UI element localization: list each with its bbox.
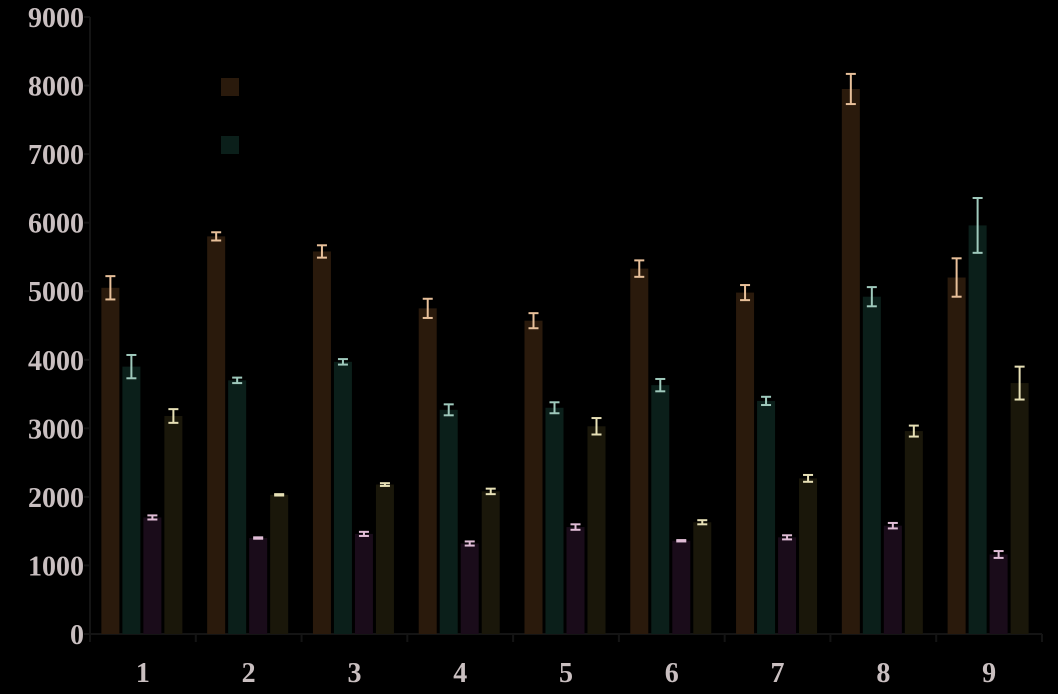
y-tick-label: 6000 [28,209,84,240]
bar [207,236,226,634]
bar [566,527,585,634]
bar [672,540,691,634]
bar [587,426,606,634]
x-tick-label: 8 [876,658,890,689]
y-tick-label: 7000 [28,140,84,171]
bar [375,484,394,634]
x-tick-label: 9 [982,658,996,689]
x-tick-label: 1 [136,658,150,689]
bar [228,380,247,634]
bar [164,415,183,634]
x-tick-label: 5 [559,658,573,689]
bar [968,225,987,635]
x-tick-label: 4 [453,658,467,689]
y-tick-label: 4000 [28,346,84,377]
bar [989,554,1008,634]
bar [757,400,776,634]
y-tick-label: 9000 [28,3,84,34]
bar [439,409,458,634]
x-tick-label: 7 [771,658,785,689]
bar [883,525,902,634]
bar [651,385,670,634]
y-tick-label: 1000 [28,551,84,582]
bar [143,517,162,634]
bar [947,277,966,634]
axes [84,16,1043,642]
bar [778,537,797,634]
bar [122,366,141,634]
x-tick-label: 2 [242,658,256,689]
y-tick-label: 8000 [28,72,84,103]
bar [736,292,755,634]
bar [418,308,437,634]
tick-labels: 0 1000 2000 3000 4000 5000 6000 7000 8000 9000 1 2 3… [28,3,996,689]
bar [312,251,331,634]
bar [481,491,500,634]
bar [545,407,564,634]
bar [333,361,352,634]
bar [354,533,373,634]
legend-swatch [221,78,239,96]
bar [841,88,860,634]
legend [221,78,239,154]
x-tick-label: 6 [665,658,679,689]
bar [799,478,818,634]
bar [862,296,881,634]
bar [904,431,923,634]
bar [693,522,712,634]
bar [460,543,479,634]
y-tick-label: 0 [70,620,84,651]
bar [1010,383,1029,634]
y-tick-label: 5000 [28,277,84,308]
bar [524,320,543,634]
bar [249,538,268,634]
y-tick-label: 2000 [28,483,84,514]
bar [630,268,649,634]
legend-swatch [221,136,239,154]
bar [270,494,289,634]
bar [101,287,120,634]
x-tick-label: 3 [347,658,361,689]
error-bars [105,72,1025,559]
y-tick-label: 3000 [28,414,84,445]
bars [101,88,1029,635]
